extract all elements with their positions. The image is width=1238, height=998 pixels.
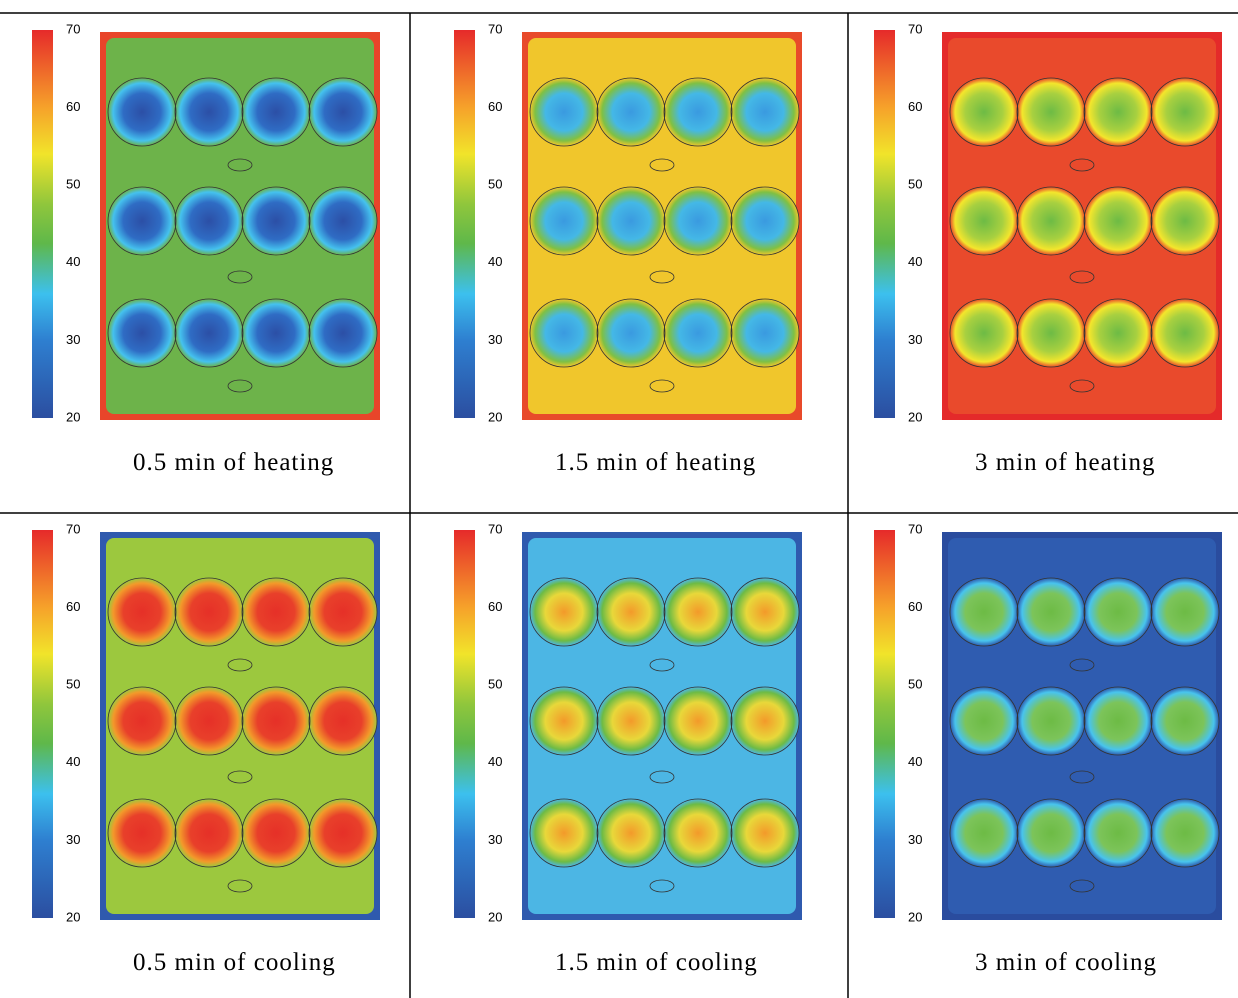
colorbar-tick-label: 50 bbox=[66, 177, 80, 192]
colorbar-tick-label: 20 bbox=[66, 909, 80, 924]
colorbar-tick-label: 20 bbox=[488, 909, 502, 924]
panel: 70 60 50 40 30 20 3 min of heating bbox=[874, 21, 1222, 476]
colorbar-tick-label: 70 bbox=[66, 521, 80, 536]
colorbar bbox=[32, 530, 53, 918]
colorbar-tick-label: 50 bbox=[488, 177, 502, 192]
panel: 70 60 50 40 30 20 1.5 min of heating bbox=[454, 21, 802, 476]
colorbar-tick-label: 50 bbox=[908, 677, 922, 692]
panel-caption: 1.5 min of cooling bbox=[555, 949, 758, 976]
colorbar-tick-label: 30 bbox=[488, 832, 502, 847]
colorbar-tick-label: 60 bbox=[488, 99, 502, 114]
colorbar bbox=[454, 530, 475, 918]
colorbar bbox=[874, 530, 895, 918]
panel: 70 60 50 40 30 20 0.5 min of cooling bbox=[32, 521, 380, 976]
panel-caption: 0.5 min of cooling bbox=[133, 949, 336, 976]
colorbar-tick-label: 60 bbox=[488, 599, 502, 614]
colorbar bbox=[454, 30, 475, 418]
colorbar-tick-label: 20 bbox=[908, 909, 922, 924]
colorbar-tick-label: 30 bbox=[908, 332, 922, 347]
colorbar-tick-label: 70 bbox=[488, 521, 502, 536]
colorbar-tick-label: 60 bbox=[66, 599, 80, 614]
colorbar-tick-label: 20 bbox=[488, 409, 502, 424]
colorbar-tick-label: 50 bbox=[908, 177, 922, 192]
colorbar-tick-label: 70 bbox=[488, 21, 502, 36]
colorbar-tick-label: 40 bbox=[488, 254, 502, 269]
panel: 70 60 50 40 30 20 3 min of cooling bbox=[874, 521, 1222, 976]
panel-caption: 3 min of cooling bbox=[975, 949, 1157, 976]
colorbar-tick-label: 40 bbox=[66, 754, 80, 769]
colorbar-tick-label: 40 bbox=[66, 254, 80, 269]
page: 70 60 50 40 30 20 0.5 min of heating 70 60 50 40 30… bbox=[0, 0, 1238, 998]
panel-caption: 1.5 min of heating bbox=[555, 449, 756, 476]
panel-caption: 3 min of heating bbox=[975, 449, 1156, 476]
colorbar-tick-label: 40 bbox=[908, 754, 922, 769]
colorbar-tick-label: 30 bbox=[908, 832, 922, 847]
colorbar-tick-label: 50 bbox=[488, 677, 502, 692]
colorbar-tick-label: 40 bbox=[908, 254, 922, 269]
colorbar-tick-label: 70 bbox=[908, 521, 922, 536]
figure: 70 60 50 40 30 20 0.5 min of heating 70 60 50 40 30… bbox=[0, 0, 1238, 998]
panel: 70 60 50 40 30 20 0.5 min of heating bbox=[32, 21, 380, 476]
colorbar-tick-label: 20 bbox=[908, 409, 922, 424]
colorbar-tick-label: 50 bbox=[66, 677, 80, 692]
panel: 70 60 50 40 30 20 1.5 min of cooling bbox=[454, 521, 802, 976]
colorbar-tick-label: 70 bbox=[908, 21, 922, 36]
colorbar-tick-label: 30 bbox=[66, 832, 80, 847]
colorbar-tick-label: 30 bbox=[488, 332, 502, 347]
colorbar-tick-label: 70 bbox=[66, 21, 80, 36]
panel-caption: 0.5 min of heating bbox=[133, 449, 334, 476]
colorbar-tick-label: 40 bbox=[488, 754, 502, 769]
colorbar-tick-label: 30 bbox=[66, 332, 80, 347]
colorbar-tick-label: 60 bbox=[908, 599, 922, 614]
colorbar bbox=[874, 30, 895, 418]
colorbar-tick-label: 20 bbox=[66, 409, 80, 424]
colorbar-tick-label: 60 bbox=[66, 99, 80, 114]
colorbar bbox=[32, 30, 53, 418]
colorbar-tick-label: 60 bbox=[908, 99, 922, 114]
